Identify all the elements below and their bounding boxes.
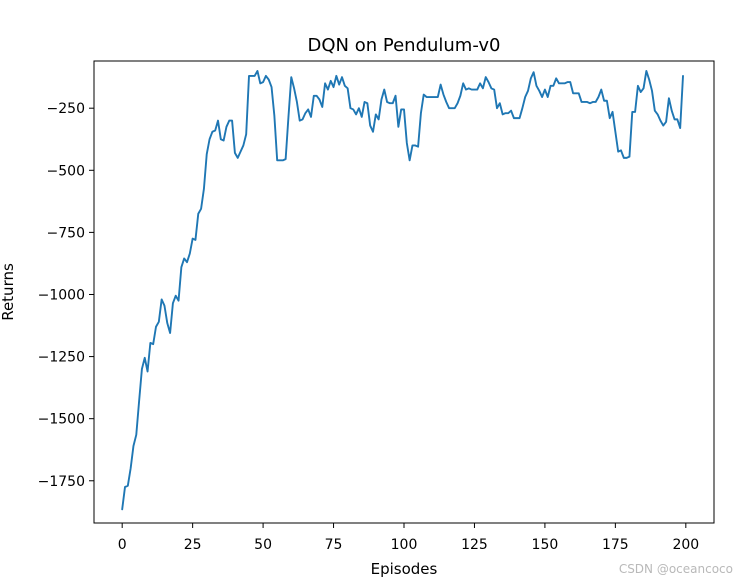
x-axis-title: Episodes [371,560,438,578]
x-tick-label: 25 [184,537,202,553]
chart-title: DQN on Pendulum-v0 [308,35,501,56]
y-tick-label: −1250 [38,350,85,366]
x-tick-label: 125 [461,537,488,553]
plot-frame [93,60,715,524]
x-tick-label: 175 [602,537,629,553]
x-tick-label: 200 [672,537,699,553]
series-line-returns [121,69,684,511]
y-axis-title: Returns [0,263,17,321]
x-axis: 0 25 50 75 100 125 150 175 200 [118,523,699,553]
y-tick-label: −500 [47,163,85,179]
x-tick-label: 50 [254,537,272,553]
x-tick-label: 100 [391,537,418,553]
y-tick-label: −1000 [38,287,85,303]
x-tick-label: 0 [118,537,127,553]
y-tick-label: −250 [47,101,85,117]
y-axis: −1750 −1500 −1250 −1000 −750 −500 −250 [38,101,94,490]
y-tick-label: −1750 [38,474,85,490]
y-tick-label: −1500 [38,412,85,428]
x-tick-label: 150 [532,537,559,553]
x-tick-label: 75 [325,537,343,553]
y-tick-label: −750 [47,225,85,241]
watermark: CSDN @oceancoco [619,562,733,576]
